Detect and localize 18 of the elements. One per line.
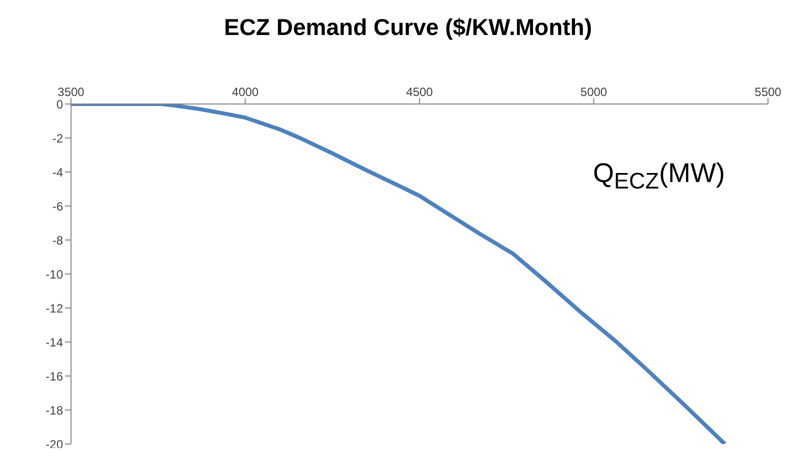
- y-tick-label: -4: [52, 165, 64, 180]
- chart-title: ECZ Demand Curve ($/KW.Month): [222, 14, 593, 41]
- y-tick-label: -6: [52, 199, 64, 214]
- y-tick-label: -8: [52, 233, 64, 248]
- x-tick-label: 4500: [406, 85, 434, 99]
- y-tick-label: -18: [46, 403, 64, 418]
- y-tick-label: -10: [46, 267, 64, 282]
- x-tick-label: 5000: [580, 85, 608, 99]
- y-tick-label: -20: [46, 437, 64, 452]
- x-tick-label: 3500: [58, 85, 85, 99]
- x-tick-label: 5500: [754, 85, 782, 99]
- y-tick-label: -14: [46, 335, 64, 350]
- y-tick-label: -12: [46, 301, 64, 316]
- y-tick-label: 0: [56, 97, 64, 112]
- y-tick-label: -2: [52, 131, 64, 146]
- y-tick-label: -16: [46, 369, 64, 384]
- x-tick-label: 4000: [232, 85, 259, 99]
- x-axis-title: Q$_{ECZ}$(MW): [593, 158, 725, 194]
